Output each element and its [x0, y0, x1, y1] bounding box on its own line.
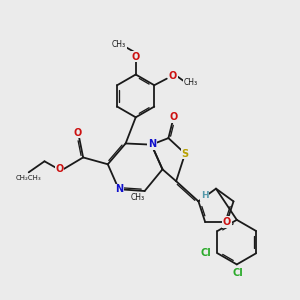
Text: O: O — [74, 128, 82, 138]
Text: O: O — [56, 164, 64, 174]
Text: O: O — [169, 71, 177, 81]
Text: CH₃: CH₃ — [184, 78, 198, 87]
Text: CH₂CH₃: CH₂CH₃ — [15, 175, 41, 181]
Text: H: H — [201, 191, 208, 200]
Text: CH₃: CH₃ — [130, 193, 144, 202]
Text: N: N — [148, 139, 156, 149]
Text: S: S — [182, 148, 189, 159]
Text: Cl: Cl — [201, 248, 212, 258]
Text: O: O — [170, 112, 178, 122]
Text: O: O — [132, 52, 140, 62]
Text: O: O — [223, 217, 231, 227]
Text: Cl: Cl — [232, 268, 243, 278]
Text: CH₃: CH₃ — [112, 40, 126, 49]
Text: N: N — [115, 184, 123, 194]
